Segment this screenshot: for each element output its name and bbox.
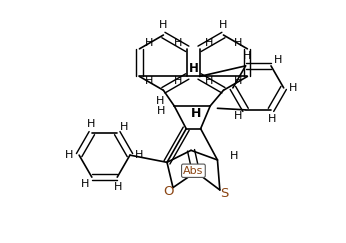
Text: H: H (234, 38, 242, 48)
Text: H: H (189, 61, 198, 75)
Text: H: H (86, 119, 95, 129)
Text: H: H (234, 76, 242, 86)
Text: H: H (174, 76, 182, 86)
Text: H: H (243, 51, 251, 61)
Text: H: H (120, 122, 129, 132)
Text: Abs: Abs (183, 166, 203, 176)
Text: H: H (268, 114, 276, 124)
Text: H: H (219, 20, 228, 30)
Text: H: H (274, 55, 282, 65)
Text: H: H (156, 96, 164, 106)
Text: H: H (80, 179, 89, 189)
Text: H: H (65, 150, 74, 160)
Text: H: H (289, 83, 298, 93)
Text: H: H (191, 107, 201, 120)
Text: H: H (145, 38, 153, 48)
Text: S: S (220, 187, 229, 200)
Text: H: H (234, 111, 243, 121)
Text: H: H (230, 151, 238, 161)
Text: H: H (159, 20, 167, 30)
Text: H: H (145, 76, 153, 86)
Text: H: H (114, 182, 122, 192)
Text: H: H (157, 106, 165, 116)
Text: H: H (174, 38, 182, 48)
Text: H: H (135, 150, 144, 160)
Text: H: H (205, 38, 213, 48)
Text: H: H (205, 76, 213, 86)
Text: O: O (163, 185, 173, 198)
